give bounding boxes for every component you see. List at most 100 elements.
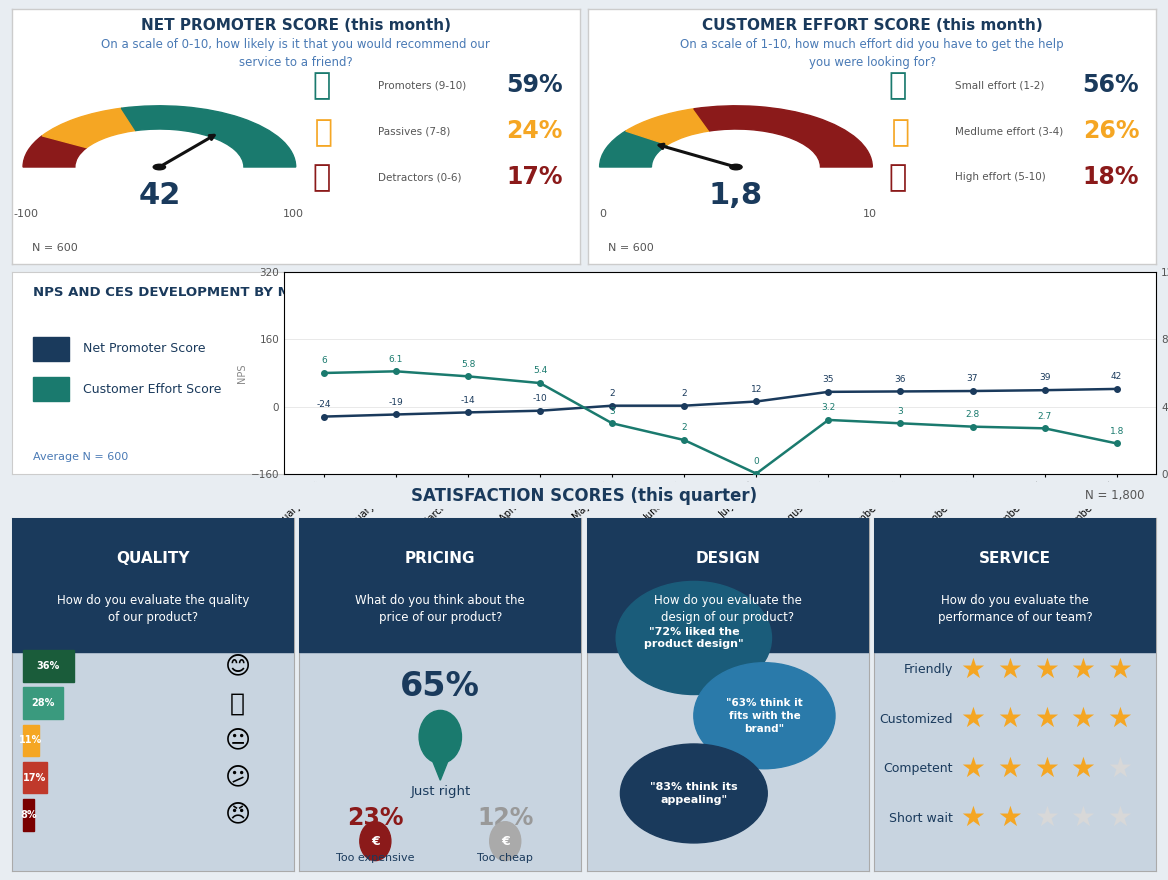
Text: 24%: 24% <box>506 120 563 143</box>
Text: 👍: 👍 <box>312 71 331 99</box>
Wedge shape <box>599 131 668 167</box>
FancyBboxPatch shape <box>23 762 47 794</box>
Text: ★: ★ <box>1034 656 1058 684</box>
Text: 🙂: 🙂 <box>230 692 245 715</box>
Text: Just right: Just right <box>410 785 471 797</box>
Text: Passives (7-8): Passives (7-8) <box>378 127 451 136</box>
Text: ★: ★ <box>960 804 986 832</box>
Text: €: € <box>371 834 380 847</box>
Text: 26%: 26% <box>1083 120 1139 143</box>
Text: 1,8: 1,8 <box>709 180 763 209</box>
Text: Friendly: Friendly <box>904 664 953 677</box>
FancyBboxPatch shape <box>34 337 69 361</box>
Text: Customer Effort Score: Customer Effort Score <box>83 383 221 396</box>
Text: N = 1,800: N = 1,800 <box>1085 489 1145 502</box>
Wedge shape <box>23 136 86 167</box>
FancyBboxPatch shape <box>34 377 69 401</box>
FancyBboxPatch shape <box>12 517 294 652</box>
Text: N = 600: N = 600 <box>32 243 77 253</box>
Text: Small effort (1-2): Small effort (1-2) <box>954 80 1044 91</box>
Text: ★: ★ <box>1107 804 1132 832</box>
Text: -14: -14 <box>460 396 475 405</box>
Text: 100: 100 <box>283 209 304 218</box>
Text: 36%: 36% <box>36 661 60 671</box>
Text: DESIGN: DESIGN <box>695 551 760 566</box>
FancyBboxPatch shape <box>23 650 74 682</box>
Text: CUSTOMER EFFORT SCORE (this month): CUSTOMER EFFORT SCORE (this month) <box>702 18 1043 33</box>
Text: 3: 3 <box>610 407 616 415</box>
Text: -19: -19 <box>389 398 403 407</box>
Text: 6.1: 6.1 <box>389 355 403 363</box>
Text: 👎: 👎 <box>312 117 331 146</box>
Text: 56%: 56% <box>1083 73 1139 98</box>
Text: 35: 35 <box>822 375 834 385</box>
Wedge shape <box>626 109 710 144</box>
Text: ★: ★ <box>960 656 986 684</box>
Text: ★: ★ <box>1070 755 1096 782</box>
Text: 😠: 😠 <box>224 803 251 826</box>
Text: How do you evaluate the
design of our product?: How do you evaluate the design of our pr… <box>654 594 801 624</box>
Text: ★: ★ <box>1070 804 1096 832</box>
Text: 2: 2 <box>681 389 687 398</box>
Text: Medlume effort (3-4): Medlume effort (3-4) <box>954 127 1063 136</box>
Text: 2: 2 <box>610 389 616 398</box>
Text: Too expensive: Too expensive <box>336 854 415 863</box>
Polygon shape <box>430 753 451 781</box>
Text: ★: ★ <box>960 705 986 733</box>
Text: SERVICE: SERVICE <box>979 551 1051 566</box>
Text: 👎: 👎 <box>889 163 908 192</box>
Text: PRICING: PRICING <box>405 551 475 566</box>
Text: "72% liked the
product design": "72% liked the product design" <box>644 627 744 649</box>
Text: Too cheap: Too cheap <box>478 854 533 863</box>
Text: 37: 37 <box>967 374 979 384</box>
Circle shape <box>730 165 742 170</box>
Text: -24: -24 <box>317 400 331 409</box>
Text: 59%: 59% <box>506 73 563 98</box>
Text: 0: 0 <box>753 457 759 466</box>
Text: 8%: 8% <box>20 810 37 819</box>
Text: High effort (5-10): High effort (5-10) <box>954 172 1045 182</box>
Text: 11%: 11% <box>19 736 42 745</box>
Text: QUALITY: QUALITY <box>116 551 189 566</box>
Text: Average N = 600: Average N = 600 <box>34 451 128 461</box>
Text: 28%: 28% <box>32 699 55 708</box>
Text: ★: ★ <box>960 755 986 782</box>
Text: ★: ★ <box>997 656 1022 684</box>
Text: -100: -100 <box>13 209 39 218</box>
Circle shape <box>419 710 461 764</box>
Text: On a scale of 0-10, how likely is it that you would recommend our
service to a f: On a scale of 0-10, how likely is it tha… <box>102 38 491 70</box>
Text: On a scale of 1-10, how much effort did you have to get the help
you were lookin: On a scale of 1-10, how much effort did … <box>681 38 1064 70</box>
Text: Customized: Customized <box>880 713 953 726</box>
Circle shape <box>153 165 166 170</box>
FancyBboxPatch shape <box>586 517 869 652</box>
Text: 😕: 😕 <box>224 766 251 789</box>
FancyBboxPatch shape <box>23 799 34 831</box>
Text: What do you think about the
price of our product?: What do you think about the price of our… <box>355 594 526 624</box>
Text: Net Promoter Score: Net Promoter Score <box>83 342 206 356</box>
Ellipse shape <box>694 663 835 769</box>
Text: ★: ★ <box>1107 705 1132 733</box>
Text: ★: ★ <box>1034 804 1058 832</box>
Text: ★: ★ <box>1107 755 1132 782</box>
Text: N = 600: N = 600 <box>609 243 654 253</box>
Text: 39: 39 <box>1038 373 1050 383</box>
Text: 12: 12 <box>751 385 762 393</box>
Circle shape <box>489 822 521 861</box>
Text: Short wait: Short wait <box>889 811 953 825</box>
Text: Promoters (9-10): Promoters (9-10) <box>378 80 466 91</box>
FancyBboxPatch shape <box>874 517 1156 652</box>
Text: 18%: 18% <box>1083 165 1139 189</box>
Text: Detractors (0-6): Detractors (0-6) <box>378 172 461 182</box>
Text: €: € <box>501 834 509 847</box>
Y-axis label: NPS: NPS <box>237 363 246 383</box>
Text: 17%: 17% <box>23 773 47 782</box>
Text: 42: 42 <box>1111 372 1122 381</box>
Text: NPS AND CES DEVELOPMENT BY MONTH: NPS AND CES DEVELOPMENT BY MONTH <box>34 287 334 299</box>
Text: NET PROMOTER SCORE (this month): NET PROMOTER SCORE (this month) <box>140 18 451 33</box>
Text: 2.8: 2.8 <box>966 410 980 419</box>
Text: 10: 10 <box>862 209 876 218</box>
Wedge shape <box>694 106 872 167</box>
Text: 0: 0 <box>599 209 606 218</box>
Text: ★: ★ <box>1034 755 1058 782</box>
Text: SATISFACTION SCORES (this quarter): SATISFACTION SCORES (this quarter) <box>411 487 757 505</box>
